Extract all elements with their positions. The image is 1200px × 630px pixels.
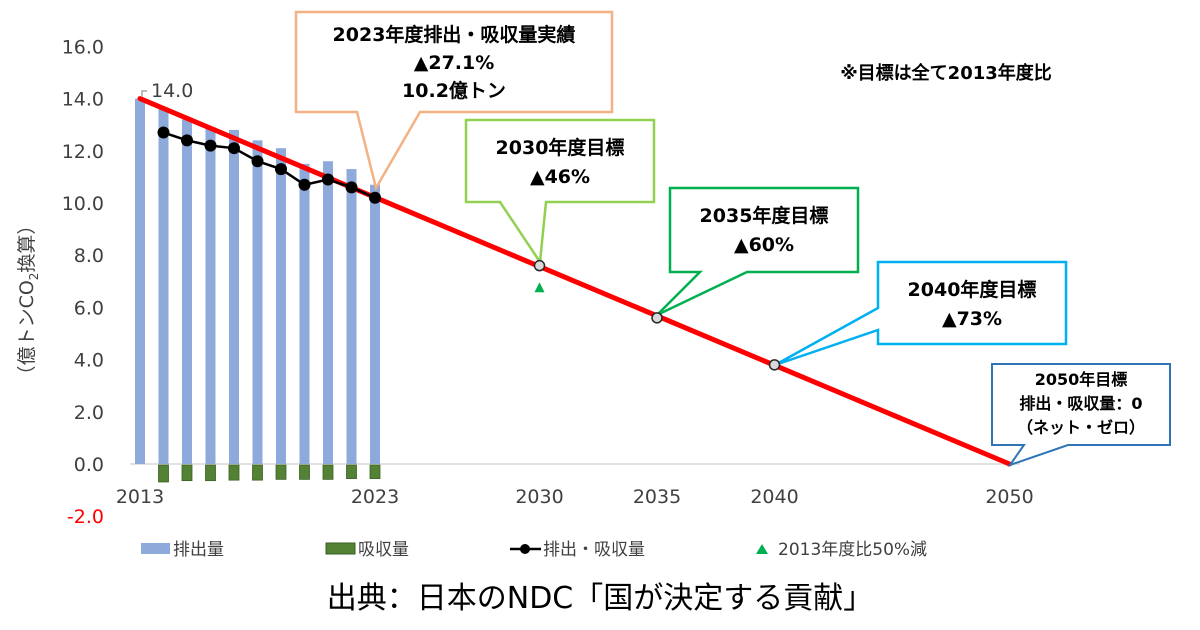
target-reduction-line	[137, 96, 1012, 467]
absorption-bar	[252, 464, 263, 481]
callout-2023-title: 2023年度排出・吸収量実績	[333, 23, 576, 46]
target-points	[533, 259, 781, 371]
y-tick-label: 10.0	[62, 193, 104, 215]
absorption-bar	[205, 464, 216, 482]
absorption-bar	[346, 464, 357, 479]
absorption-bar	[299, 464, 310, 480]
callout-2050-net: 排出・吸収量：0	[1019, 394, 1142, 413]
callout-2030-title: 2030年度目標	[496, 136, 625, 159]
source-caption: 出典：日本のNDC「国が決定する貢献」	[327, 581, 874, 616]
x-tick-label: 2030	[515, 486, 563, 508]
legend-marker-half	[756, 544, 768, 554]
target-point	[651, 312, 663, 324]
half-reduction-marker	[534, 282, 545, 293]
net-emissions-series	[157, 126, 381, 204]
x-axis-ticks: 2013 2023 2030 2035 2040 2050	[116, 486, 1034, 508]
y-tick-label: 14.0	[62, 89, 104, 111]
legend-swatch-absorption	[325, 542, 356, 555]
emissions-bar	[205, 127, 216, 464]
baseline-note: ※目標は全て2013年度比	[840, 62, 1052, 84]
target-point	[768, 359, 781, 371]
absorption-bar	[275, 464, 287, 480]
absorption-bar	[322, 464, 334, 480]
net-emissions-point	[275, 163, 287, 176]
x-tick-label: 2040	[750, 486, 798, 508]
x-tick-label: 2050	[985, 486, 1033, 508]
legend-swatch-emissions	[141, 543, 170, 554]
bars-group	[135, 98, 381, 483]
emissions-bar	[299, 163, 310, 464]
y-tick-label: 4.0	[74, 350, 104, 372]
y-tick-label: -2.0	[67, 506, 104, 528]
legend-marker-net	[520, 544, 530, 554]
net-emissions-point	[345, 181, 358, 194]
callout-2040-target: 2040年度目標 ▲73%	[774, 260, 1068, 367]
x-tick-label: 2035	[633, 486, 681, 508]
emissions-bar	[346, 169, 357, 464]
callout-2050-netzero: （ネット・ゼロ）	[1017, 418, 1145, 437]
callout-2030-target: 2030年度目標 ▲46%	[464, 118, 656, 266]
net-emissions-point	[251, 155, 264, 168]
legend: 排出量 吸収量 排出・吸収量 2013年度比50%減	[141, 540, 927, 560]
target-point	[533, 259, 546, 272]
net-emissions-point	[298, 178, 311, 191]
callout-2050-title: 2050年目標	[1035, 370, 1128, 389]
absorption-bar	[181, 464, 193, 482]
absorption-bar	[158, 464, 169, 483]
net-emissions-point	[181, 134, 193, 147]
absorption-bar	[228, 464, 240, 481]
net-emissions-point	[157, 126, 170, 139]
x-tick-label: 2023	[351, 486, 399, 508]
legend-label-absorption: 吸収量	[358, 540, 409, 560]
net-emissions-point	[369, 191, 381, 204]
start-value-label: 14.0	[151, 80, 193, 102]
legend-label-half: 2013年度比50%減	[778, 540, 927, 560]
net-emissions-point	[204, 139, 217, 152]
net-emissions-point	[322, 173, 334, 186]
y-axis-label: （億トンCO2換算）	[16, 216, 41, 385]
callout-2023-percent: ▲27.1%	[414, 52, 495, 74]
emissions-bar	[158, 109, 169, 464]
callout-2035-target: 2035年度目標 ▲60%	[656, 186, 860, 317]
y-tick-label: 8.0	[74, 245, 104, 267]
net-emissions-point	[228, 142, 240, 155]
y-tick-label: 0.0	[74, 454, 104, 476]
absorption-bar	[369, 464, 381, 479]
emissions-bar	[229, 129, 239, 465]
start-label-leader	[141, 90, 147, 97]
callout-2023-amount: 10.2億トン	[402, 79, 506, 102]
legend-label-net: 排出・吸収量	[543, 540, 645, 560]
y-tick-label: 12.0	[62, 141, 104, 163]
emissions-bar	[323, 161, 333, 465]
emissions-bar	[252, 140, 263, 465]
callout-2035-title: 2035年度目標	[700, 204, 829, 227]
emissions-bar	[276, 148, 286, 464]
callout-2023-actual: 2023年度排出・吸収量実績 ▲27.1% 10.2億トン	[294, 10, 614, 192]
emissions-bar	[182, 119, 192, 464]
y-tick-label: 2.0	[74, 402, 104, 424]
x-tick-label: 2013	[116, 486, 164, 508]
half-reduction-markers	[534, 282, 545, 293]
emissions-bar	[370, 184, 380, 465]
callout-2050-target: 2050年目標 排出・吸収量：0 （ネット・ゼロ）	[991, 363, 1171, 467]
y-tick-label: 6.0	[74, 297, 104, 319]
legend-label-emissions: 排出量	[173, 540, 224, 560]
y-tick-label: 16.0	[62, 36, 104, 58]
callout-2035-percent: ▲60%	[734, 234, 794, 256]
net-emissions-line	[163, 131, 376, 199]
callout-2030-percent: ▲46%	[530, 166, 590, 188]
y-axis-ticks: 16.0 14.0 12.0 10.0 8.0 6.0 4.0 2.0 0.0 -2.0	[62, 36, 104, 528]
callout-2040-percent: ▲73%	[942, 308, 1002, 330]
callout-2040-title: 2040年度目標	[908, 278, 1037, 301]
emissions-bar	[135, 98, 145, 464]
